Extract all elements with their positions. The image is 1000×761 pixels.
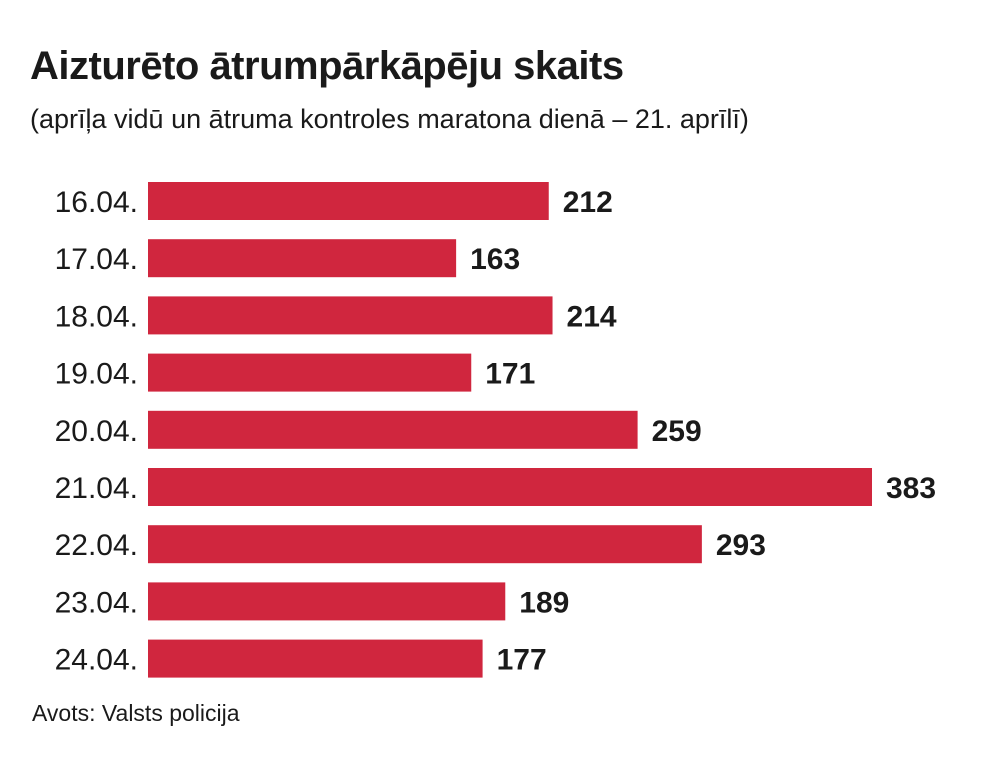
value-label: 163 [470,243,520,276]
bar-17-04 [148,239,457,278]
category-label: 19.04. [55,358,138,391]
value-label: 259 [652,415,702,448]
bar-22-04 [148,525,702,564]
bar-18-04 [148,296,553,335]
bar-16-04 [148,182,549,220]
category-label: 16.04. [55,186,138,219]
bar-24-04 [148,639,483,678]
chart-subtitle: (aprīļa vidū un ātruma kontroles maraton… [30,104,749,134]
value-label: 177 [497,644,547,677]
chart-title: Aizturēto ātrumpārkāpēju skaits [30,44,624,88]
category-label: 20.04. [55,415,138,448]
chart-source: Avots: Valsts policija [32,700,240,726]
bar-23-04 [148,582,506,621]
category-label: 23.04. [55,586,138,619]
bar-19-04 [148,353,472,392]
category-label: 24.04. [55,644,138,677]
value-label: 383 [886,472,936,505]
value-label: 171 [485,358,535,391]
value-label: 189 [519,586,569,619]
bar-21-04 [148,468,872,506]
category-label: 18.04. [55,300,138,333]
bar-20-04 [148,410,638,449]
value-label: 293 [716,529,766,562]
category-label: 21.04. [55,472,138,505]
category-label: 17.04. [55,243,138,276]
value-label: 214 [567,300,617,333]
category-label: 22.04. [55,529,138,562]
value-label: 212 [563,186,613,219]
